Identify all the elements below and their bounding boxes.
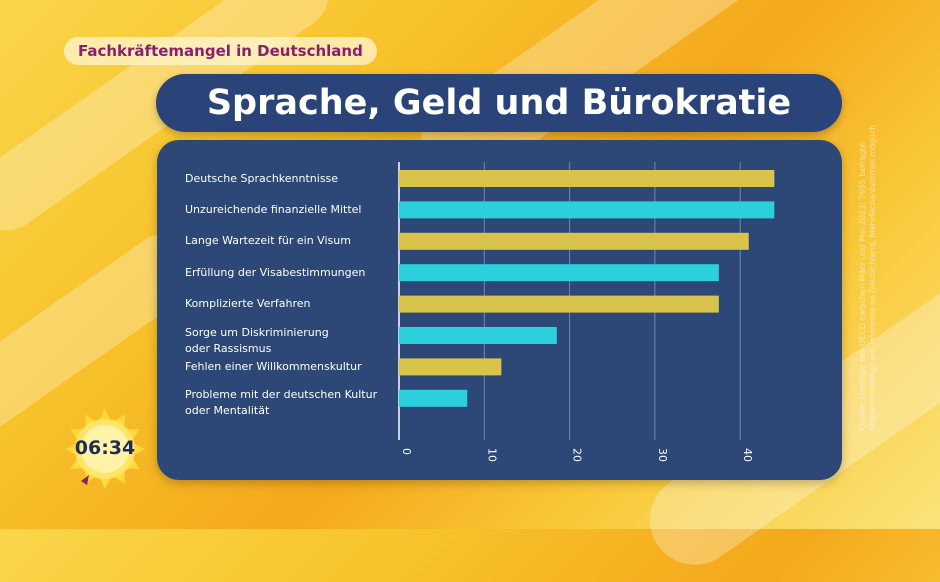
clock-time: 06:34 — [74, 437, 136, 459]
category-label: Probleme mit der deutschen Kultur oder M… — [185, 388, 378, 418]
chart-title: Sprache, Geld und Bürokratie — [156, 74, 842, 132]
bar — [399, 170, 775, 187]
bar — [399, 295, 719, 313]
category-label: Sorge um Diskriminierung oder Rassismus — [185, 325, 329, 355]
x-tick-label: 40 — [741, 448, 754, 462]
category-label: Deutsche Sprachkenntnisse — [185, 171, 339, 185]
category-label: Unzureichende finanzielle Mittel — [185, 202, 362, 216]
sun-icon — [65, 409, 145, 489]
bar — [399, 264, 719, 282]
bar — [399, 358, 502, 376]
bar — [399, 232, 749, 250]
x-tick-label: 20 — [571, 448, 584, 462]
category-label: Lange Wartezeit für ein Visum — [185, 234, 351, 248]
x-tick-label: 10 — [485, 448, 498, 462]
topic-banner: Fachkräftemangel in Deutschland — [64, 37, 377, 65]
bar-chart: 0 10 20 30 40 — [398, 162, 775, 462]
category-label: Erfüllung der Visabestimmungen — [185, 265, 366, 279]
x-tick-label: 0 — [400, 448, 413, 455]
bar — [399, 327, 557, 344]
category-label: Komplizierte Verfahren — [185, 297, 311, 311]
category-label: Fehlen einer Willkommenskultur — [185, 359, 362, 373]
bar — [399, 389, 468, 407]
bar — [399, 201, 775, 219]
source-note: Quelle: Umfrage der OECD zwischen März u… — [858, 124, 877, 430]
clock-badge: 06:34 — [63, 409, 147, 493]
x-tick-label: 30 — [656, 448, 669, 462]
